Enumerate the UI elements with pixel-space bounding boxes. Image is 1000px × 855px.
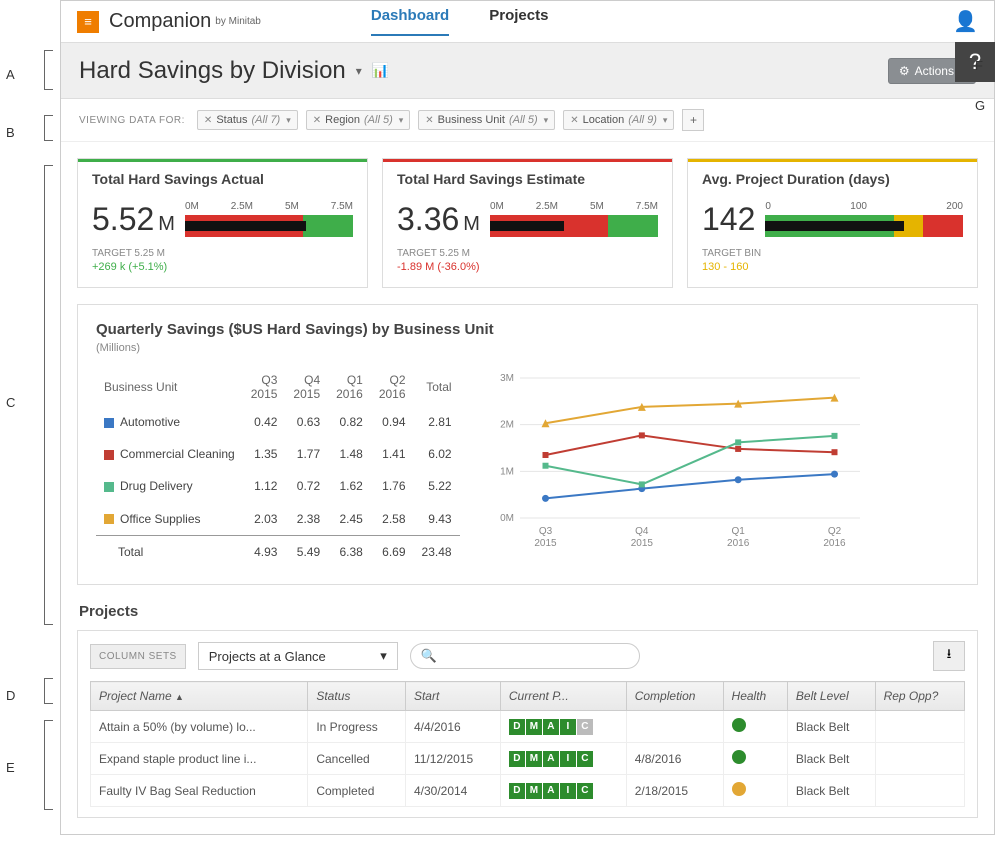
column-header[interactable]: Start [405, 682, 500, 711]
projects-toolbar: COLUMN SETS Projects at a Glance ▾ 🔍 ⭳ [90, 641, 965, 671]
kpi-target: TARGET 5.25 M [92, 248, 353, 259]
quarterly-title: Quarterly Savings ($US Hard Savings) by … [96, 321, 959, 338]
download-button[interactable]: ⭳ [933, 641, 965, 671]
add-filter-button[interactable]: + [682, 109, 704, 131]
remove-icon[interactable]: ✕ [570, 115, 578, 126]
svg-text:0M: 0M [500, 513, 514, 524]
filter-region[interactable]: ✕ Region (All 5) ▾ [306, 110, 411, 130]
svg-text:2015: 2015 [534, 538, 557, 549]
svg-text:2M: 2M [500, 420, 514, 431]
column-header[interactable]: Completion [626, 682, 723, 711]
kpi-target: TARGET BIN [702, 248, 963, 259]
svg-text:Q2: Q2 [827, 526, 841, 537]
gear-icon: ⚙ [899, 64, 910, 78]
user-icon[interactable]: 👤 [953, 9, 978, 34]
chevron-down-icon: ▾ [663, 115, 668, 126]
brand-name: Companion [109, 10, 211, 33]
filter-bar: VIEWING DATA FOR: ✕ Status (All 7) ▾ ✕ Re… [61, 99, 994, 142]
svg-text:Q4: Q4 [635, 526, 649, 537]
nav-projects[interactable]: Projects [489, 7, 548, 36]
kpi-delta: -1.89 M (-36.0%) [397, 261, 658, 273]
column-header[interactable]: Status [308, 682, 406, 711]
table-row[interactable]: Expand staple product line i...Cancelled… [91, 743, 965, 775]
kpi-value: 142 [702, 201, 755, 238]
kpi-delta: 130 - 160 [702, 261, 963, 273]
kpi-title: Avg. Project Duration (days) [702, 171, 963, 187]
callout-D: D [6, 688, 15, 703]
chevron-down-icon: ▾ [286, 115, 291, 126]
svg-text:Q1: Q1 [731, 526, 745, 537]
filters-label: VIEWING DATA FOR: [79, 115, 185, 126]
column-sets-label: COLUMN SETS [90, 644, 186, 669]
kpi-title: Total Hard Savings Estimate [397, 171, 658, 187]
chevron-down-icon: ▾ [399, 115, 404, 126]
svg-text:1M: 1M [500, 466, 514, 477]
remove-icon[interactable]: ✕ [425, 115, 433, 126]
filter-status[interactable]: ✕ Status (All 7) ▾ [197, 110, 298, 130]
svg-text:2016: 2016 [823, 538, 846, 549]
kpi-target: TARGET 5.25 M [397, 248, 658, 259]
column-header[interactable]: Project Name ▲ [91, 682, 308, 711]
column-header[interactable]: Belt Level [787, 682, 875, 711]
column-header[interactable]: Rep Opp? [875, 682, 964, 711]
projects-panel: COLUMN SETS Projects at a Glance ▾ 🔍 ⭳ P… [77, 630, 978, 818]
kpi-title: Total Hard Savings Actual [92, 171, 353, 187]
column-header[interactable]: Current P... [500, 682, 626, 711]
brand-sub: by Minitab [215, 16, 261, 27]
projects-title: Projects [79, 603, 978, 620]
table-row[interactable]: Attain a 50% (by volume) lo...In Progres… [91, 711, 965, 743]
chevron-down-icon: ▾ [544, 115, 549, 126]
app-window: ≡ Companion by Minitab Dashboard Project… [60, 0, 995, 835]
quarterly-panel: Quarterly Savings ($US Hard Savings) by … [77, 304, 978, 585]
kpi-card: Avg. Project Duration (days)1420100200TA… [687, 158, 978, 288]
svg-text:2016: 2016 [727, 538, 750, 549]
download-icon: ⭳ [947, 645, 952, 667]
filter-business-unit[interactable]: ✕ Business Unit (All 5) ▾ [418, 110, 555, 130]
callout-B: B [6, 125, 15, 140]
search-icon: 🔍 [421, 648, 437, 664]
kpi-value: 5.52M [92, 201, 175, 238]
svg-text:Q3: Q3 [538, 526, 552, 537]
quarterly-table: Business UnitQ32015Q42015Q12016Q22016Tot… [96, 368, 460, 568]
app-header: ≡ Companion by Minitab Dashboard Project… [61, 1, 994, 43]
remove-icon[interactable]: ✕ [313, 115, 321, 126]
callout-A: A [6, 67, 15, 82]
quarterly-subtitle: (Millions) [96, 342, 959, 354]
projects-search[interactable]: 🔍 [410, 643, 640, 669]
title-bar: Hard Savings by Division ▾ 📊 ⚙ Actions ▾… [61, 43, 994, 99]
callout-C: C [6, 395, 15, 410]
quarterly-chart: 0M1M2M3MQ32015Q42015Q12016Q22016 [490, 368, 959, 568]
title-dropdown-icon[interactable]: ▾ [356, 64, 362, 78]
chevron-down-icon: ▾ [380, 648, 387, 664]
svg-text:3M: 3M [500, 373, 514, 384]
filter-location[interactable]: ✕ Location (All 9) ▾ [563, 110, 674, 130]
kpi-delta: +269 k (+5.1%) [92, 261, 353, 273]
column-header[interactable]: Health [723, 682, 787, 711]
help-button[interactable]: ? [955, 42, 995, 82]
kpi-value: 3.36M [397, 201, 480, 238]
svg-text:2015: 2015 [630, 538, 653, 549]
callout-E: E [6, 760, 15, 775]
chart-icon[interactable]: 📊 [372, 62, 389, 79]
kpi-row: Total Hard Savings Actual5.52M0M2.5M5M7.… [77, 158, 978, 288]
page-title: Hard Savings by Division [79, 57, 346, 85]
nav-dashboard[interactable]: Dashboard [371, 7, 449, 36]
table-row[interactable]: Faulty IV Bag Seal ReductionCompleted4/3… [91, 775, 965, 807]
kpi-card: Total Hard Savings Actual5.52M0M2.5M5M7.… [77, 158, 368, 288]
projects-table: Project Name ▲StatusStartCurrent P...Com… [90, 681, 965, 807]
main-nav: Dashboard Projects [371, 7, 549, 36]
column-sets-select[interactable]: Projects at a Glance ▾ [198, 642, 398, 670]
remove-icon[interactable]: ✕ [204, 115, 212, 126]
kpi-card: Total Hard Savings Estimate3.36M0M2.5M5M… [382, 158, 673, 288]
logo-icon: ≡ [77, 11, 99, 33]
